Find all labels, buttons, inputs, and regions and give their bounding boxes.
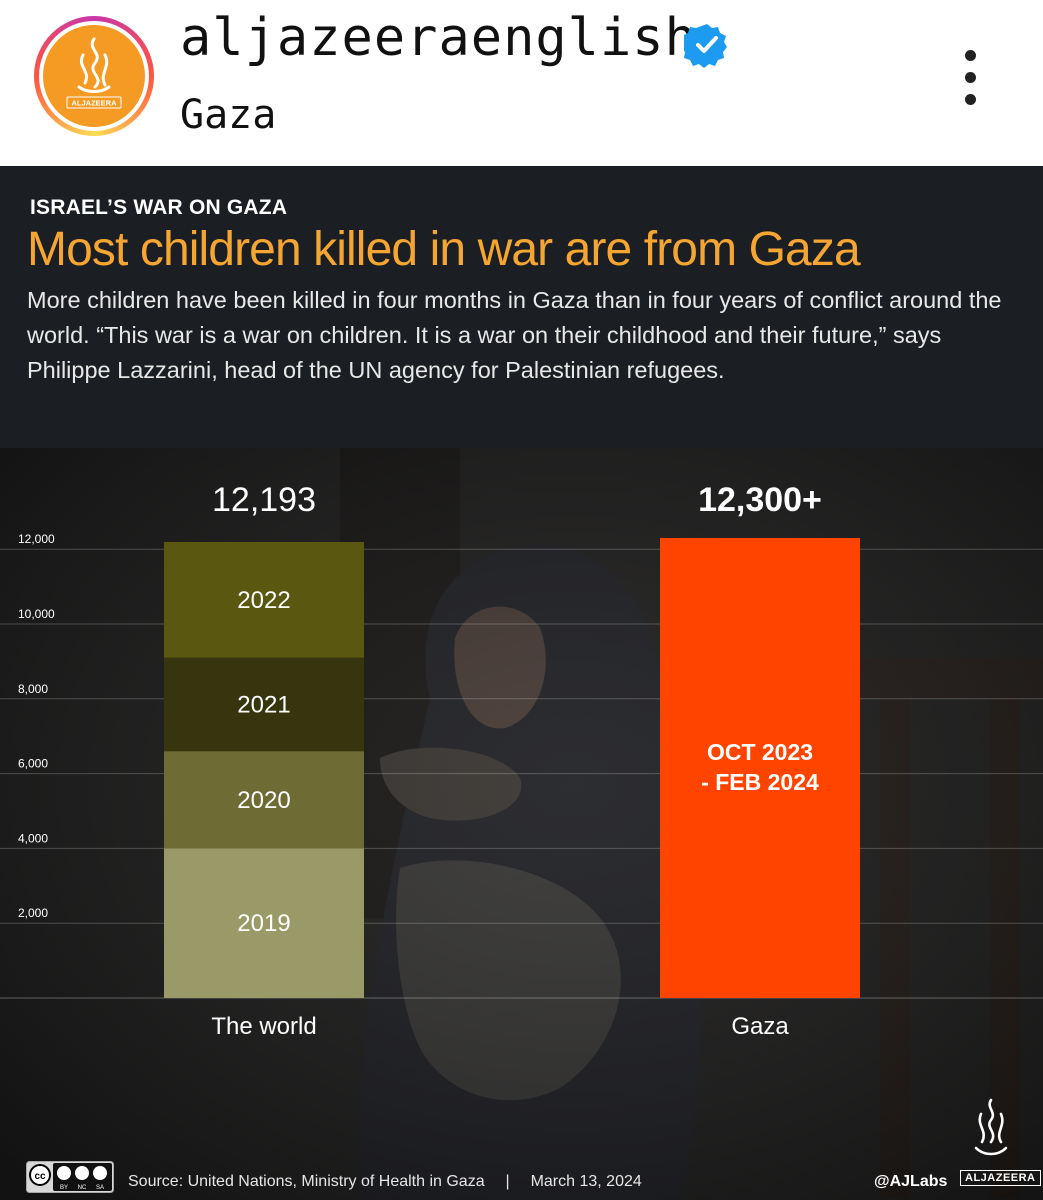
license-label-nc: NC: [78, 1185, 87, 1191]
username[interactable]: aljazeeraenglish: [180, 8, 697, 68]
y-tick-label: 4,000: [18, 831, 48, 845]
bar-segment: [164, 657, 364, 752]
aljazeera-logo-icon: ALJAZEERA: [43, 25, 145, 127]
y-tick-label: 6,000: [18, 757, 48, 771]
y-tick-label: 2,000: [18, 906, 48, 920]
category-label: Gaza: [731, 1013, 789, 1040]
bar-total-label: 12,300+: [698, 481, 822, 519]
source-line: Source: United Nations, Ministry of Heal…: [128, 1173, 642, 1191]
deck-paragraph: More children have been killed in four m…: [27, 287, 1002, 383]
source-separator: |: [505, 1173, 510, 1190]
bar-total-label: 12,193: [212, 481, 316, 519]
y-tick-label: 12,000: [18, 532, 55, 546]
y-tick-label: 8,000: [18, 682, 48, 696]
bar-chart: 2,000 4,000 6,000 8,000 10,000 12,000 2019 2020…: [0, 481, 1043, 1040]
source-text: Source: United Nations, Ministry of Heal…: [128, 1173, 485, 1190]
svg-text:cc: cc: [34, 1171, 46, 1182]
avatar-frame: ALJAZEERA: [39, 21, 149, 131]
bar-segment-label: 2020: [237, 787, 290, 814]
post-location[interactable]: Gaza: [180, 92, 277, 138]
bar-segment: [164, 848, 364, 998]
ajlabs-handle: @AJLabs: [874, 1173, 948, 1190]
y-tick-label: 10,000: [18, 607, 55, 621]
bar-segment-label: 2021: [237, 691, 290, 718]
bar-segment: [164, 541, 364, 658]
infographic: ISRAEL’S WAR ON GAZA Most children kille…: [0, 166, 1043, 1200]
bar-segment-label: OCT 2023- FEB 2024: [701, 739, 819, 795]
license-label-sa: SA: [96, 1185, 104, 1191]
headline: Most children killed in war are from Gaz…: [27, 223, 861, 276]
aljazeera-calligraphy-icon: [966, 1096, 1016, 1166]
bar-segment: [660, 537, 860, 998]
bar-segment-label: 2022: [237, 587, 290, 614]
kicker: ISRAEL’S WAR ON GAZA: [30, 196, 288, 219]
profile-avatar[interactable]: ALJAZEERA: [34, 16, 154, 136]
post-header: ALJAZEERA aljazeeraenglish Gaza: [0, 0, 1043, 166]
bar-segment-label: 2019: [237, 910, 290, 937]
category-label: The world: [211, 1013, 316, 1040]
verified-badge-icon: [681, 22, 730, 68]
more-options-icon[interactable]: [956, 50, 986, 106]
license-label-by: BY: [60, 1185, 68, 1191]
avatar-logo-text: ALJAZEERA: [71, 99, 117, 108]
creative-commons-by-nc-sa-icon: cc BY NC SA: [26, 1161, 114, 1193]
bar-segment: [164, 751, 364, 849]
infographic-text-panel: ISRAEL’S WAR ON GAZA Most children kille…: [0, 166, 1043, 448]
publish-date: March 13, 2024: [530, 1173, 642, 1190]
aljazeera-wordmark: ALJAZEERA: [960, 1170, 1041, 1186]
